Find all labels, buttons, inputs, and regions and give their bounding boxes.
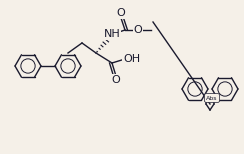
Text: OH: OH: [123, 54, 141, 64]
Text: O: O: [112, 75, 120, 85]
Text: O: O: [117, 8, 125, 18]
Text: NH: NH: [104, 29, 120, 39]
Text: Abs: Abs: [206, 95, 218, 101]
Text: O: O: [134, 25, 142, 35]
